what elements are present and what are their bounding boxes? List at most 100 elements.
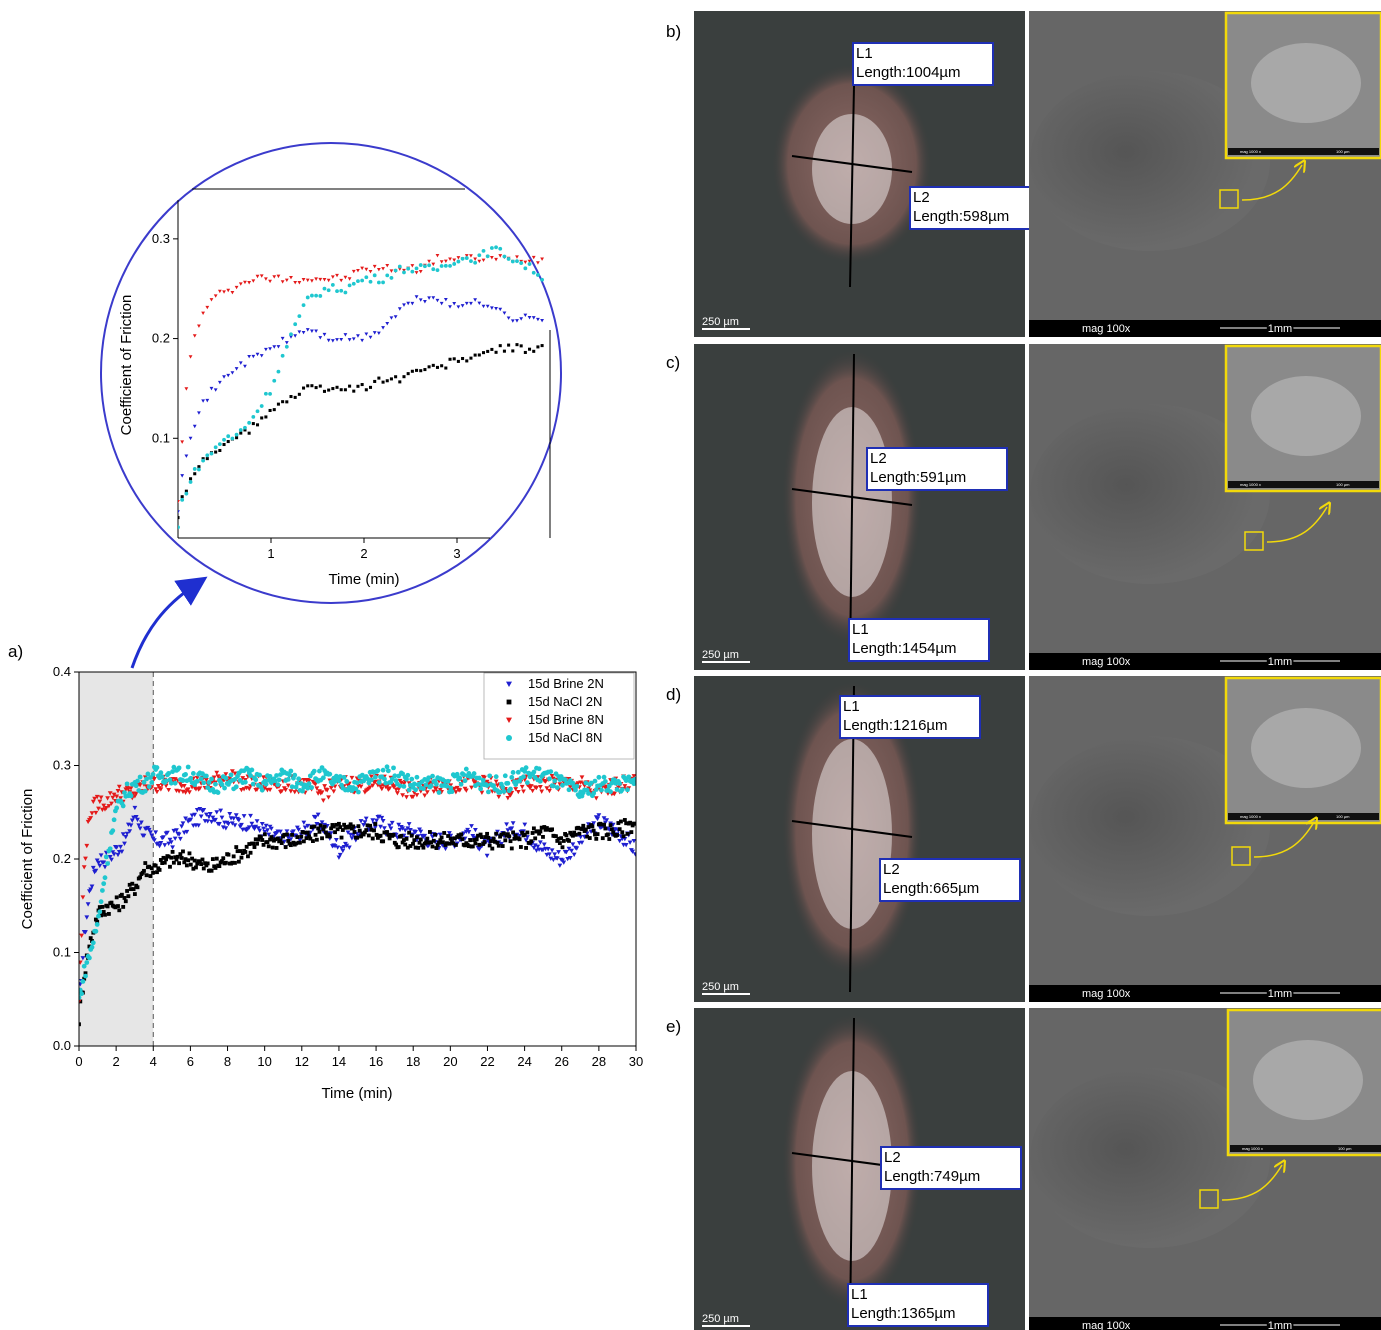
main-data-point — [97, 863, 103, 869]
main-data-point — [238, 849, 243, 853]
main-data-point — [145, 771, 151, 777]
zoom-data-point — [473, 257, 478, 261]
main-data-point — [146, 784, 152, 790]
sem-inset-info-bar — [1228, 813, 1379, 820]
main-data-point — [201, 866, 206, 871]
main-data-point — [491, 836, 496, 841]
main-data-point — [572, 830, 577, 835]
main-x-tick-label: 2 — [113, 1054, 120, 1069]
main-data-point — [524, 846, 529, 850]
zoom-data-point — [184, 387, 189, 391]
zoom-data-point — [268, 408, 272, 413]
main-data-point — [285, 783, 291, 788]
sem-magnification: mag 100x — [1082, 1320, 1131, 1330]
main-data-point — [210, 857, 215, 862]
zoom-inset: 1 2 3 0.1 0.2 0.3 Time (min) Coefficient of … — [100, 142, 562, 604]
main-data-point — [555, 839, 560, 843]
main-data-point — [498, 834, 503, 839]
main-data-point — [155, 870, 159, 875]
main-data-point — [240, 776, 246, 781]
main-data-point — [609, 827, 614, 832]
zoom-data-point — [268, 347, 272, 351]
main-data-point — [303, 830, 308, 835]
main-data-point — [109, 900, 114, 905]
main-data-point — [386, 832, 391, 837]
micrograph-row-2: L1 Length:1216µm L2 Length:665µm 250 µm mag 1… — [694, 676, 1381, 1002]
main-data-point — [314, 786, 320, 791]
main-data-point — [128, 786, 134, 791]
measure-line-l2 — [791, 488, 913, 506]
sem-inset-detail — [1251, 43, 1361, 123]
main-data-point — [596, 813, 602, 818]
sem-inset-detail — [1251, 376, 1361, 456]
zoom-data-point — [510, 319, 515, 323]
zoom-data-point — [263, 391, 268, 396]
main-data-point — [80, 956, 86, 961]
zoom-data-point — [197, 411, 201, 415]
main-data-point — [118, 796, 123, 801]
zoom-data-point — [540, 277, 544, 282]
zoom-data-point — [536, 317, 540, 322]
zoom-data-point — [536, 261, 540, 265]
main-data-point — [619, 819, 623, 824]
main-data-point — [201, 808, 207, 813]
zoom-data-point — [360, 338, 365, 343]
zoom-data-point — [372, 331, 377, 335]
main-data-point — [457, 788, 463, 793]
zoom-data-point — [184, 489, 188, 493]
legend-entry-label: 15d Brine 8N — [528, 712, 604, 727]
main-data-point — [382, 826, 387, 831]
main-data-point — [240, 851, 245, 855]
zoom-data-point — [389, 377, 393, 381]
zoom-data-point — [376, 331, 381, 336]
main-data-point — [102, 864, 108, 870]
main-data-point — [400, 771, 406, 777]
zoom-data-point — [368, 279, 373, 284]
zoom-data-point — [456, 359, 460, 363]
main-data-point — [400, 840, 405, 845]
main-data-point — [82, 976, 87, 981]
zoom-data-point — [255, 423, 260, 427]
zoom-data-point — [527, 259, 532, 264]
zoom-data-point — [448, 263, 452, 268]
main-data-point — [583, 780, 589, 786]
zoom-data-point — [444, 366, 448, 370]
measure-l2-box — [866, 447, 1008, 491]
sem-info-bar — [1029, 985, 1381, 1002]
main-data-point — [537, 785, 543, 790]
sem-inset-detail — [1251, 708, 1361, 788]
zoom-data-point — [178, 525, 180, 530]
zoom-data-point — [418, 269, 423, 274]
main-data-point — [358, 784, 364, 789]
main-data-point — [338, 825, 343, 830]
main-data-point — [105, 904, 110, 909]
main-data-point — [370, 783, 376, 788]
sem-scale-label: 1mm — [1268, 988, 1292, 1000]
main-data-point — [530, 831, 535, 835]
micrograph-row-0: L1 Length:1004µm L2 Length:598µm 250 µm mag 1… — [694, 11, 1381, 337]
main-data-point — [542, 825, 547, 829]
main-data-point — [487, 843, 492, 848]
main-x-tick-label: 12 — [295, 1054, 309, 1069]
main-data-point — [528, 784, 534, 789]
legend-entry-label: 15d Brine 2N — [528, 676, 604, 691]
main-data-point — [79, 999, 83, 1004]
zoom-data-point — [477, 301, 482, 306]
main-data-point — [198, 776, 204, 782]
main-data-point — [324, 830, 328, 835]
main-data-point — [569, 848, 574, 854]
main-data-point — [117, 908, 122, 913]
zoom-data-point — [452, 262, 457, 266]
sem-inset-detail — [1253, 1040, 1363, 1120]
zoom-y-tick-label: 0.3 — [152, 231, 170, 246]
main-data-point — [534, 785, 539, 791]
main-data-point — [127, 829, 133, 834]
main-data-point — [294, 781, 300, 786]
measure-l2-label: L2 — [883, 861, 900, 878]
main-data-point — [385, 768, 391, 774]
main-data-point — [233, 784, 239, 790]
main-data-point — [578, 835, 584, 840]
main-data-point — [233, 860, 237, 865]
main-data-point — [449, 789, 455, 795]
zoom-data-point — [473, 298, 478, 302]
